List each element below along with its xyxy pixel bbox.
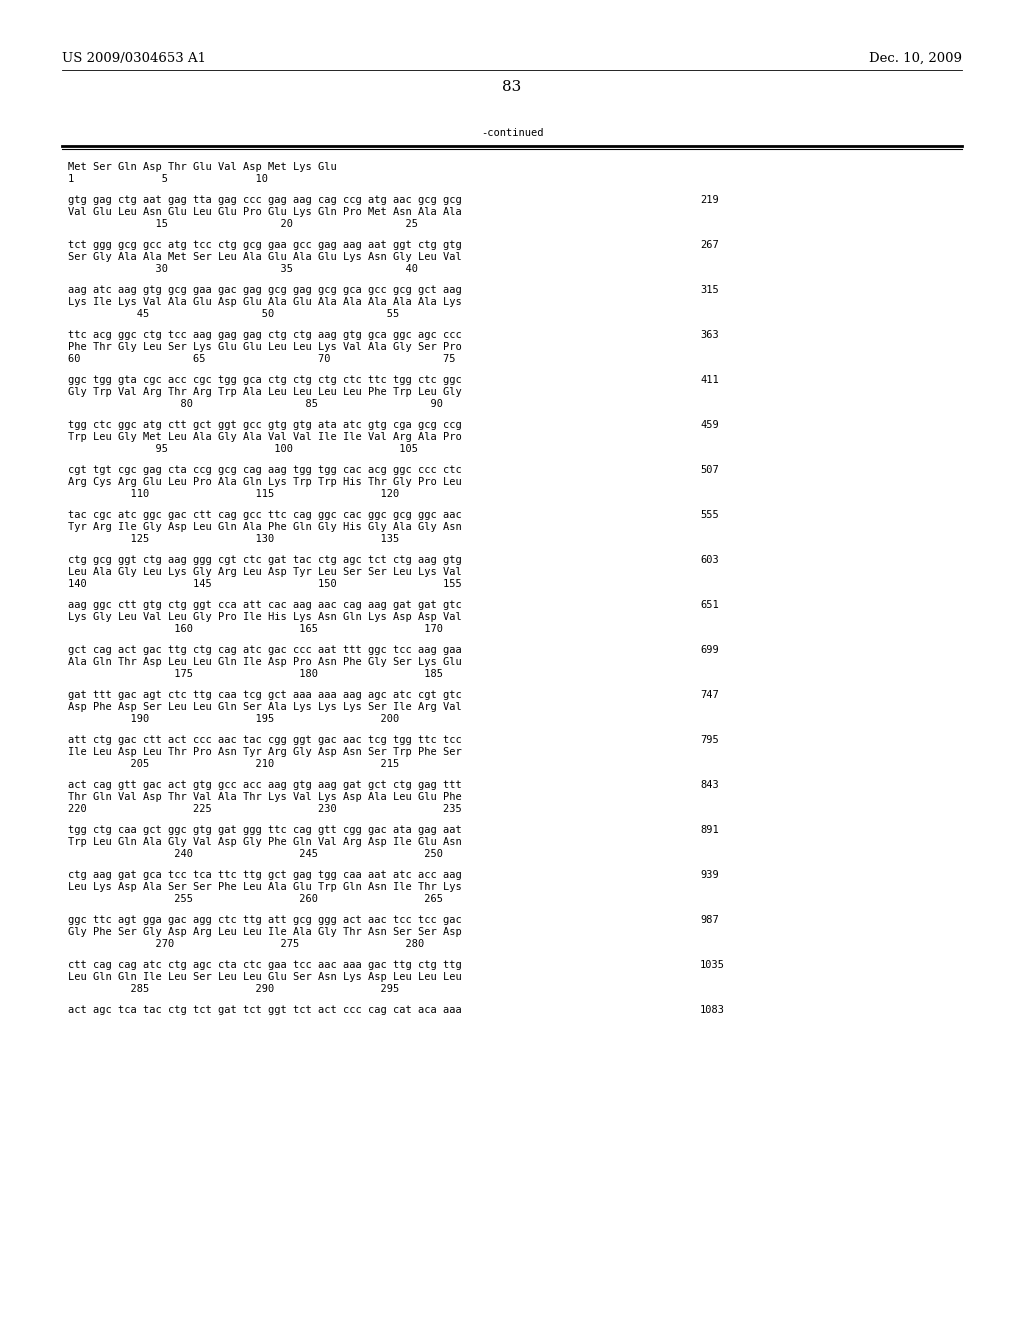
Text: 110                 115                 120: 110 115 120 <box>68 488 399 499</box>
Text: ttc acg ggc ctg tcc aag gag gag ctg ctg aag gtg gca ggc agc ccc: ttc acg ggc ctg tcc aag gag gag ctg ctg … <box>68 330 462 341</box>
Text: ctg gcg ggt ctg aag ggg cgt ctc gat tac ctg agc tct ctg aag gtg: ctg gcg ggt ctg aag ggg cgt ctc gat tac … <box>68 554 462 565</box>
Text: Ile Leu Asp Leu Thr Pro Asn Tyr Arg Gly Asp Asn Ser Trp Phe Ser: Ile Leu Asp Leu Thr Pro Asn Tyr Arg Gly … <box>68 747 462 756</box>
Text: 939: 939 <box>700 870 719 880</box>
Text: -continued: -continued <box>480 128 544 139</box>
Text: 45                  50                  55: 45 50 55 <box>68 309 399 319</box>
Text: Leu Ala Gly Leu Lys Gly Arg Leu Asp Tyr Leu Ser Ser Leu Lys Val: Leu Ala Gly Leu Lys Gly Arg Leu Asp Tyr … <box>68 568 462 577</box>
Text: 891: 891 <box>700 825 719 836</box>
Text: att ctg gac ctt act ccc aac tac cgg ggt gac aac tcg tgg ttc tcc: att ctg gac ctt act ccc aac tac cgg ggt … <box>68 735 462 744</box>
Text: 315: 315 <box>700 285 719 294</box>
Text: 843: 843 <box>700 780 719 789</box>
Text: 175                 180                 185: 175 180 185 <box>68 669 443 678</box>
Text: 267: 267 <box>700 240 719 249</box>
Text: gtg gag ctg aat gag tta gag ccc gag aag cag ccg atg aac gcg gcg: gtg gag ctg aat gag tta gag ccc gag aag … <box>68 195 462 205</box>
Text: 255                 260                 265: 255 260 265 <box>68 894 443 904</box>
Text: 95                 100                 105: 95 100 105 <box>68 444 418 454</box>
Text: 220                 225                 230                 235: 220 225 230 235 <box>68 804 462 814</box>
Text: 411: 411 <box>700 375 719 385</box>
Text: 30                  35                  40: 30 35 40 <box>68 264 418 275</box>
Text: 507: 507 <box>700 465 719 475</box>
Text: Met Ser Gln Asp Thr Glu Val Asp Met Lys Glu: Met Ser Gln Asp Thr Glu Val Asp Met Lys … <box>68 162 337 172</box>
Text: 699: 699 <box>700 645 719 655</box>
Text: 987: 987 <box>700 915 719 925</box>
Text: 160                 165                 170: 160 165 170 <box>68 624 443 634</box>
Text: Ser Gly Ala Ala Met Ser Leu Ala Glu Ala Glu Lys Asn Gly Leu Val: Ser Gly Ala Ala Met Ser Leu Ala Glu Ala … <box>68 252 462 261</box>
Text: tgg ctc ggc atg ctt gct ggt gcc gtg gtg ata atc gtg cga gcg ccg: tgg ctc ggc atg ctt gct ggt gcc gtg gtg … <box>68 420 462 430</box>
Text: Lys Gly Leu Val Leu Gly Pro Ile His Lys Asn Gln Lys Asp Asp Val: Lys Gly Leu Val Leu Gly Pro Ile His Lys … <box>68 612 462 622</box>
Text: act agc tca tac ctg tct gat tct ggt tct act ccc cag cat aca aaa: act agc tca tac ctg tct gat tct ggt tct … <box>68 1005 462 1015</box>
Text: 459: 459 <box>700 420 719 430</box>
Text: Gly Trp Val Arg Thr Arg Trp Ala Leu Leu Leu Leu Phe Trp Leu Gly: Gly Trp Val Arg Thr Arg Trp Ala Leu Leu … <box>68 387 462 397</box>
Text: 219: 219 <box>700 195 719 205</box>
Text: Val Glu Leu Asn Glu Leu Glu Pro Glu Lys Gln Pro Met Asn Ala Ala: Val Glu Leu Asn Glu Leu Glu Pro Glu Lys … <box>68 207 462 216</box>
Text: act cag gtt gac act gtg gcc acc aag gtg aag gat gct ctg gag ttt: act cag gtt gac act gtg gcc acc aag gtg … <box>68 780 462 789</box>
Text: Ala Gln Thr Asp Leu Leu Gln Ile Asp Pro Asn Phe Gly Ser Lys Glu: Ala Gln Thr Asp Leu Leu Gln Ile Asp Pro … <box>68 657 462 667</box>
Text: US 2009/0304653 A1: US 2009/0304653 A1 <box>62 51 206 65</box>
Text: cgt tgt cgc gag cta ccg gcg cag aag tgg tgg cac acg ggc ccc ctc: cgt tgt cgc gag cta ccg gcg cag aag tgg … <box>68 465 462 475</box>
Text: 240                 245                 250: 240 245 250 <box>68 849 443 859</box>
Text: ggc ttc agt gga gac agg ctc ttg att gcg ggg act aac tcc tcc gac: ggc ttc agt gga gac agg ctc ttg att gcg … <box>68 915 462 925</box>
Text: 140                 145                 150                 155: 140 145 150 155 <box>68 579 462 589</box>
Text: 190                 195                 200: 190 195 200 <box>68 714 399 723</box>
Text: 80                  85                  90: 80 85 90 <box>68 399 443 409</box>
Text: 1083: 1083 <box>700 1005 725 1015</box>
Text: 795: 795 <box>700 735 719 744</box>
Text: 60                  65                  70                  75: 60 65 70 75 <box>68 354 456 364</box>
Text: 15                  20                  25: 15 20 25 <box>68 219 418 228</box>
Text: 83: 83 <box>503 81 521 94</box>
Text: Gly Phe Ser Gly Asp Arg Leu Leu Ile Ala Gly Thr Asn Ser Ser Asp: Gly Phe Ser Gly Asp Arg Leu Leu Ile Ala … <box>68 927 462 937</box>
Text: ctg aag gat gca tcc tca ttc ttg gct gag tgg caa aat atc acc aag: ctg aag gat gca tcc tca ttc ttg gct gag … <box>68 870 462 880</box>
Text: tct ggg gcg gcc atg tcc ctg gcg gaa gcc gag aag aat ggt ctg gtg: tct ggg gcg gcc atg tcc ctg gcg gaa gcc … <box>68 240 462 249</box>
Text: Lys Ile Lys Val Ala Glu Asp Glu Ala Glu Ala Ala Ala Ala Ala Lys: Lys Ile Lys Val Ala Glu Asp Glu Ala Glu … <box>68 297 462 308</box>
Text: Tyr Arg Ile Gly Asp Leu Gln Ala Phe Gln Gly His Gly Ala Gly Asn: Tyr Arg Ile Gly Asp Leu Gln Ala Phe Gln … <box>68 521 462 532</box>
Text: Leu Gln Gln Ile Leu Ser Leu Leu Glu Ser Asn Lys Asp Leu Leu Leu: Leu Gln Gln Ile Leu Ser Leu Leu Glu Ser … <box>68 972 462 982</box>
Text: 1035: 1035 <box>700 960 725 970</box>
Text: Phe Thr Gly Leu Ser Lys Glu Glu Leu Leu Lys Val Ala Gly Ser Pro: Phe Thr Gly Leu Ser Lys Glu Glu Leu Leu … <box>68 342 462 352</box>
Text: 1              5              10: 1 5 10 <box>68 174 268 183</box>
Text: Trp Leu Gln Ala Gly Val Asp Gly Phe Gln Val Arg Asp Ile Glu Asn: Trp Leu Gln Ala Gly Val Asp Gly Phe Gln … <box>68 837 462 847</box>
Text: 125                 130                 135: 125 130 135 <box>68 535 399 544</box>
Text: Asp Phe Asp Ser Leu Leu Gln Ser Ala Lys Lys Lys Ser Ile Arg Val: Asp Phe Asp Ser Leu Leu Gln Ser Ala Lys … <box>68 702 462 711</box>
Text: tgg ctg caa gct ggc gtg gat ggg ttc cag gtt cgg gac ata gag aat: tgg ctg caa gct ggc gtg gat ggg ttc cag … <box>68 825 462 836</box>
Text: gat ttt gac agt ctc ttg caa tcg gct aaa aaa aag agc atc cgt gtc: gat ttt gac agt ctc ttg caa tcg gct aaa … <box>68 690 462 700</box>
Text: Trp Leu Gly Met Leu Ala Gly Ala Val Val Ile Ile Val Arg Ala Pro: Trp Leu Gly Met Leu Ala Gly Ala Val Val … <box>68 432 462 442</box>
Text: 270                 275                 280: 270 275 280 <box>68 939 424 949</box>
Text: 555: 555 <box>700 510 719 520</box>
Text: ggc tgg gta cgc acc cgc tgg gca ctg ctg ctg ctc ttc tgg ctc ggc: ggc tgg gta cgc acc cgc tgg gca ctg ctg … <box>68 375 462 385</box>
Text: Dec. 10, 2009: Dec. 10, 2009 <box>869 51 962 65</box>
Text: Thr Gln Val Asp Thr Val Ala Thr Lys Val Lys Asp Ala Leu Glu Phe: Thr Gln Val Asp Thr Val Ala Thr Lys Val … <box>68 792 462 803</box>
Text: gct cag act gac ttg ctg cag atc gac ccc aat ttt ggc tcc aag gaa: gct cag act gac ttg ctg cag atc gac ccc … <box>68 645 462 655</box>
Text: aag ggc ctt gtg ctg ggt cca att cac aag aac cag aag gat gat gtc: aag ggc ctt gtg ctg ggt cca att cac aag … <box>68 601 462 610</box>
Text: 651: 651 <box>700 601 719 610</box>
Text: 205                 210                 215: 205 210 215 <box>68 759 399 770</box>
Text: Arg Cys Arg Glu Leu Pro Ala Gln Lys Trp Trp His Thr Gly Pro Leu: Arg Cys Arg Glu Leu Pro Ala Gln Lys Trp … <box>68 477 462 487</box>
Text: ctt cag cag atc ctg agc cta ctc gaa tcc aac aaa gac ttg ctg ttg: ctt cag cag atc ctg agc cta ctc gaa tcc … <box>68 960 462 970</box>
Text: 285                 290                 295: 285 290 295 <box>68 983 399 994</box>
Text: tac cgc atc ggc gac ctt cag gcc ttc cag ggc cac ggc gcg ggc aac: tac cgc atc ggc gac ctt cag gcc ttc cag … <box>68 510 462 520</box>
Text: 603: 603 <box>700 554 719 565</box>
Text: 363: 363 <box>700 330 719 341</box>
Text: 747: 747 <box>700 690 719 700</box>
Text: Leu Lys Asp Ala Ser Ser Phe Leu Ala Glu Trp Gln Asn Ile Thr Lys: Leu Lys Asp Ala Ser Ser Phe Leu Ala Glu … <box>68 882 462 892</box>
Text: aag atc aag gtg gcg gaa gac gag gcg gag gcg gca gcc gcg gct aag: aag atc aag gtg gcg gaa gac gag gcg gag … <box>68 285 462 294</box>
